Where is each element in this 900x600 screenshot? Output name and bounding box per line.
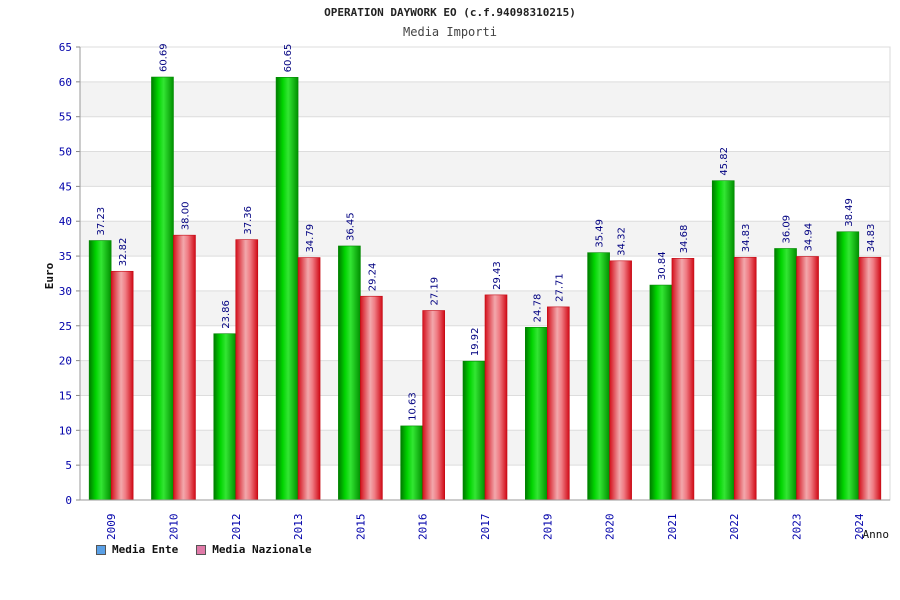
bar-media-nazionale-2019 — [547, 306, 570, 501]
y-tick-label: 20 — [59, 355, 72, 368]
data-label: 34.83 — [866, 224, 877, 253]
data-label: 29.43 — [492, 261, 503, 290]
bar-media-nazionale-2009 — [110, 270, 134, 501]
bar-media-ente-2013 — [275, 77, 299, 501]
data-label: 34.32 — [617, 227, 628, 256]
legend-label-media-nazionale: Media Nazionale — [212, 543, 312, 556]
x-tick-label: 2019 — [541, 514, 554, 541]
y-tick-label: 45 — [59, 180, 72, 193]
plot-band — [80, 221, 890, 257]
plot-band — [80, 81, 890, 117]
plot-band — [80, 116, 890, 152]
plot-band — [80, 151, 890, 187]
y-tick-label: 30 — [59, 285, 72, 298]
data-label: 27.19 — [430, 277, 441, 306]
x-tick-label: 2020 — [604, 514, 617, 541]
bar-media-ente-2022 — [711, 180, 735, 501]
bar-media-ente-2010 — [151, 76, 174, 501]
x-axis-label: Anno — [863, 528, 890, 541]
y-tick-label: 5 — [65, 459, 72, 472]
bar-media-nazionale-2023 — [796, 256, 819, 501]
x-tick-label: 2013 — [292, 514, 305, 541]
x-tick-label: 2024 — [853, 513, 866, 540]
data-label: 36.45 — [345, 212, 356, 241]
bar-media-nazionale-2024 — [858, 256, 882, 501]
y-tick-label: 60 — [59, 76, 72, 89]
bar-media-nazionale-2020 — [609, 260, 632, 501]
bar-media-nazionale-2022 — [733, 256, 757, 501]
data-label: 24.78 — [532, 294, 543, 323]
data-label: 38.00 — [180, 202, 191, 231]
x-tick-label: 2017 — [479, 514, 492, 541]
y-tick-label: 55 — [59, 111, 72, 124]
bar-media-ente-2024 — [836, 231, 860, 501]
y-tick-label: 10 — [59, 424, 72, 437]
x-tick-label: 2009 — [105, 514, 118, 541]
data-label: 30.84 — [657, 251, 668, 280]
chart-title: OPERATION DAYWORK EO (c.f.94098310215) — [324, 6, 576, 19]
x-tick-label: 2023 — [791, 514, 804, 541]
data-label: 38.49 — [844, 198, 855, 227]
data-label: 60.65 — [283, 44, 294, 73]
legend-swatch-media-ente — [96, 544, 106, 555]
bar-media-nazionale-2017 — [484, 294, 508, 501]
x-tick-label: 2022 — [728, 514, 741, 541]
data-label: 36.09 — [782, 215, 793, 244]
bar-media-ente-2019 — [525, 327, 548, 501]
y-tick-label: 40 — [59, 215, 72, 228]
bar-media-nazionale-2010 — [173, 234, 196, 501]
legend-swatch-media-nazionale — [196, 544, 207, 555]
legend: Media Ente Media Nazionale — [96, 543, 312, 556]
y-axis-label: Euro — [43, 262, 56, 289]
plot-band — [80, 186, 890, 222]
plot-band — [80, 256, 890, 291]
y-tick-label: 15 — [59, 389, 72, 402]
bar-media-nazionale-2016 — [422, 310, 445, 501]
y-tick-label: 65 — [59, 41, 72, 54]
bar-media-ente-2020 — [587, 252, 610, 501]
data-label: 37.23 — [96, 207, 107, 236]
bar-media-ente-2012 — [213, 333, 237, 501]
data-label: 60.69 — [158, 43, 169, 72]
bar-media-nazionale-2021 — [671, 258, 695, 501]
bar-media-ente-2015 — [338, 245, 361, 501]
bar-media-ente-2016 — [400, 425, 423, 501]
x-tick-label: 2012 — [230, 514, 243, 541]
x-tick-label: 2021 — [666, 514, 679, 541]
bar-media-nazionale-2013 — [297, 257, 321, 501]
legend-label-media-ente: Media Ente — [112, 543, 179, 556]
data-label: 19.92 — [470, 328, 481, 357]
legend-item-media-nazionale: Media Nazionale — [196, 543, 312, 556]
bar-media-nazionale-2015 — [360, 295, 383, 501]
plot-band — [80, 47, 890, 82]
chart-subtitle: Media Importi — [403, 25, 497, 39]
data-label: 34.68 — [679, 225, 690, 254]
data-label: 34.79 — [305, 224, 316, 253]
bar-media-ente-2021 — [649, 284, 673, 501]
y-tick-label: 25 — [59, 320, 72, 333]
bar-media-nazionale-2012 — [235, 239, 259, 501]
data-label: 45.82 — [719, 147, 730, 176]
data-label: 35.49 — [595, 219, 606, 248]
bar-media-ente-2023 — [774, 248, 797, 501]
bar-media-ente-2017 — [462, 360, 486, 501]
data-label: 34.94 — [804, 223, 815, 252]
y-tick-label: 35 — [59, 250, 72, 263]
data-label: 23.86 — [221, 300, 232, 329]
data-label: 32.82 — [118, 238, 129, 267]
x-tick-label: 2016 — [417, 514, 430, 541]
x-tick-label: 2010 — [167, 514, 180, 541]
data-label: 37.36 — [243, 206, 254, 235]
data-label: 29.24 — [367, 263, 378, 292]
data-label: 10.63 — [408, 392, 419, 421]
data-label: 27.71 — [554, 273, 565, 302]
y-tick-label: 50 — [59, 146, 72, 159]
bar-media-ente-2009 — [88, 240, 112, 501]
x-tick-label: 2015 — [354, 514, 367, 541]
data-label: 34.83 — [741, 224, 752, 253]
legend-item-media-ente: Media Ente — [96, 543, 178, 556]
y-tick-label: 0 — [65, 494, 72, 507]
